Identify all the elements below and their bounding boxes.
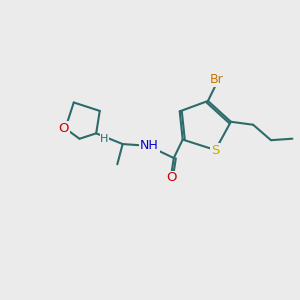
Text: H: H (100, 134, 109, 144)
Text: O: O (166, 171, 177, 184)
Text: S: S (211, 143, 220, 157)
Text: O: O (58, 122, 69, 135)
Text: NH: NH (140, 139, 159, 152)
Text: Br: Br (209, 73, 223, 86)
